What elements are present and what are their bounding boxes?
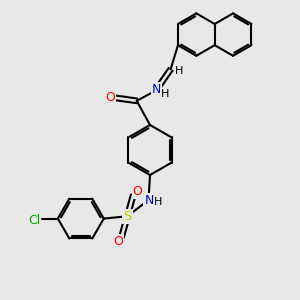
Text: O: O: [133, 185, 142, 198]
Text: O: O: [113, 236, 123, 248]
Text: H: H: [161, 89, 170, 99]
Text: Cl: Cl: [28, 214, 40, 226]
Text: N: N: [152, 82, 161, 95]
Text: N: N: [144, 194, 154, 207]
Text: H: H: [175, 66, 183, 76]
Text: H: H: [154, 197, 162, 207]
Text: O: O: [105, 92, 115, 104]
Text: S: S: [123, 210, 131, 223]
